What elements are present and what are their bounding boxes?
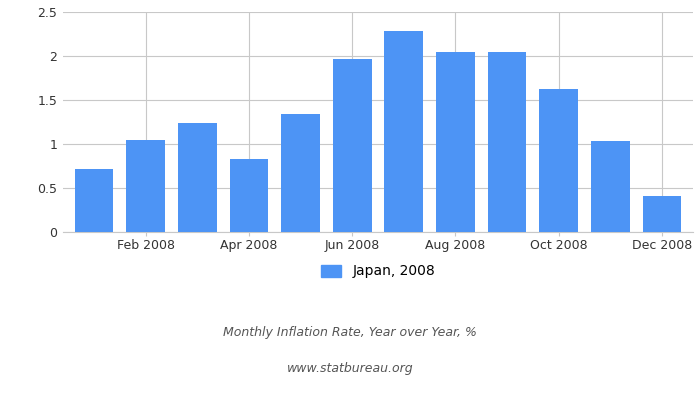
- Bar: [436, 52, 475, 232]
- Text: www.statbureau.org: www.statbureau.org: [287, 362, 413, 375]
- Bar: [591, 141, 630, 232]
- Bar: [643, 196, 681, 232]
- Bar: [230, 159, 268, 232]
- Bar: [126, 140, 165, 232]
- Bar: [281, 114, 320, 232]
- Bar: [488, 52, 526, 232]
- Bar: [540, 88, 578, 232]
- Text: Monthly Inflation Rate, Year over Year, %: Monthly Inflation Rate, Year over Year, …: [223, 326, 477, 339]
- Legend: Japan, 2008: Japan, 2008: [315, 259, 441, 284]
- Bar: [384, 31, 424, 232]
- Bar: [75, 169, 113, 232]
- Bar: [178, 123, 216, 232]
- Bar: [332, 59, 372, 232]
